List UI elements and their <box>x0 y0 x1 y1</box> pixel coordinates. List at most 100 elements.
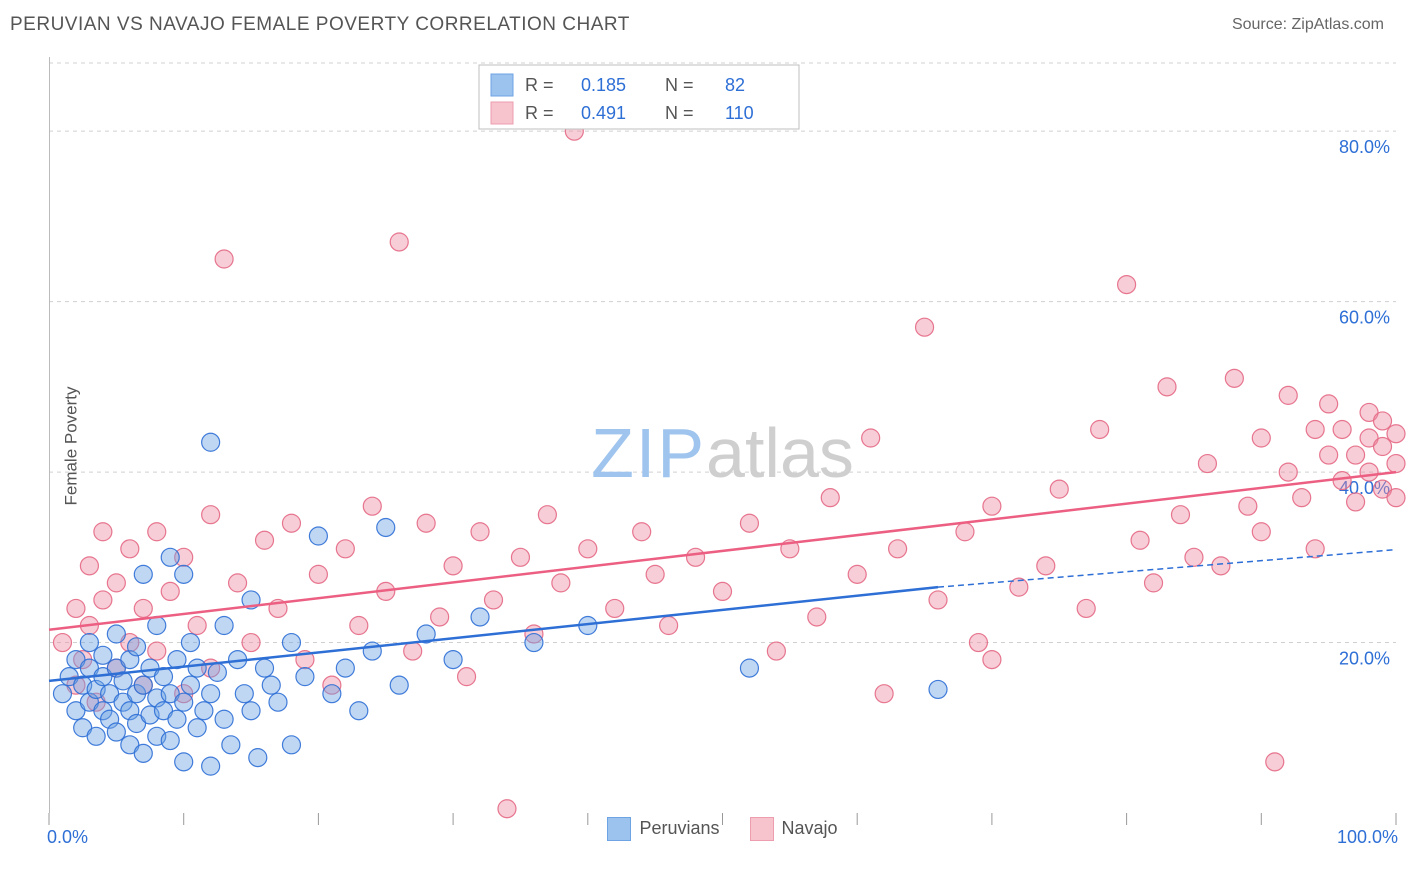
data-point <box>188 617 206 635</box>
data-point <box>767 642 785 660</box>
data-point <box>202 433 220 451</box>
data-point <box>269 693 287 711</box>
data-point <box>471 523 489 541</box>
data-point <box>1387 489 1405 507</box>
legend-r-label: R = <box>525 103 554 123</box>
data-point <box>94 591 112 609</box>
data-point <box>128 638 146 656</box>
data-point <box>161 732 179 750</box>
data-point <box>404 642 422 660</box>
data-point <box>1077 599 1095 617</box>
data-point <box>148 642 166 660</box>
data-point <box>296 668 314 686</box>
data-point <box>485 591 503 609</box>
data-point <box>687 548 705 566</box>
data-point <box>538 506 556 524</box>
data-point <box>309 527 327 545</box>
data-point <box>1037 557 1055 575</box>
data-point <box>1050 480 1068 498</box>
data-point <box>222 736 240 754</box>
data-point <box>188 719 206 737</box>
data-point <box>363 497 381 515</box>
legend-n-label: N = <box>665 103 694 123</box>
data-point <box>80 634 98 652</box>
bottom-legend: Peruvians Navajo <box>49 813 1396 845</box>
data-point <box>323 685 341 703</box>
data-point <box>336 540 354 558</box>
data-point <box>444 557 462 575</box>
data-point <box>175 565 193 583</box>
data-point <box>1239 497 1257 515</box>
data-point <box>350 617 368 635</box>
data-point <box>808 608 826 626</box>
data-point <box>606 599 624 617</box>
data-point <box>1347 493 1365 511</box>
data-point <box>1347 446 1365 464</box>
source-attribution: Source: ZipAtlas.com <box>1232 16 1384 34</box>
data-point <box>134 744 152 762</box>
data-point <box>929 680 947 698</box>
data-point <box>235 685 253 703</box>
data-point <box>1279 386 1297 404</box>
legend-r-value: 0.185 <box>581 75 626 95</box>
data-point <box>390 676 408 694</box>
chart-title: PERUVIAN VS NAVAJO FEMALE POVERTY CORREL… <box>10 14 630 36</box>
data-point <box>175 753 193 771</box>
legend-n-value: 82 <box>725 75 745 95</box>
y-tick-label: 60.0% <box>1339 308 1390 328</box>
chart-svg: 0.0%100.0%20.0%40.0%60.0%80.0%ZIPatlasR … <box>49 45 1396 845</box>
source-prefix: Source: <box>1232 16 1292 33</box>
data-point <box>579 540 597 558</box>
data-point <box>202 685 220 703</box>
data-point <box>740 659 758 677</box>
data-point <box>161 582 179 600</box>
legend-navajo: Navajo <box>750 817 838 841</box>
data-point <box>249 749 267 767</box>
source-name: ZipAtlas.com <box>1292 16 1384 33</box>
data-point <box>1360 463 1378 481</box>
data-point <box>646 565 664 583</box>
data-point <box>53 634 71 652</box>
data-point <box>1333 420 1351 438</box>
data-point <box>363 642 381 660</box>
data-point <box>1387 455 1405 473</box>
legend-label-navajo: Navajo <box>782 818 838 838</box>
data-point <box>471 608 489 626</box>
data-point <box>256 659 274 677</box>
legend-n-value: 110 <box>725 103 754 123</box>
data-point <box>1387 425 1405 443</box>
data-point <box>208 663 226 681</box>
data-point <box>202 757 220 775</box>
trend-line-peruvians-ext <box>938 550 1396 588</box>
data-point <box>107 625 125 643</box>
data-point <box>390 233 408 251</box>
data-point <box>148 617 166 635</box>
data-point <box>740 514 758 532</box>
data-point <box>889 540 907 558</box>
data-point <box>1212 557 1230 575</box>
legend-swatch-navajo <box>750 817 774 841</box>
data-point <box>916 318 934 336</box>
watermark: ZIPatlas <box>591 414 854 492</box>
data-point <box>983 651 1001 669</box>
data-point <box>53 685 71 703</box>
data-point <box>1266 753 1284 771</box>
data-point <box>1171 506 1189 524</box>
data-point <box>202 506 220 524</box>
legend-r-label: R = <box>525 75 554 95</box>
data-point <box>94 523 112 541</box>
data-point <box>1091 420 1109 438</box>
data-point <box>862 429 880 447</box>
data-point <box>336 659 354 677</box>
scatter-plot: 0.0%100.0%20.0%40.0%60.0%80.0%ZIPatlasR … <box>49 45 1396 845</box>
data-point <box>80 557 98 575</box>
data-point <box>1131 531 1149 549</box>
data-point <box>969 634 987 652</box>
data-point <box>660 617 678 635</box>
data-point <box>511 548 529 566</box>
data-point <box>1118 276 1136 294</box>
data-point <box>1225 369 1243 387</box>
data-point <box>1374 438 1392 456</box>
data-point <box>282 634 300 652</box>
data-point <box>262 676 280 694</box>
